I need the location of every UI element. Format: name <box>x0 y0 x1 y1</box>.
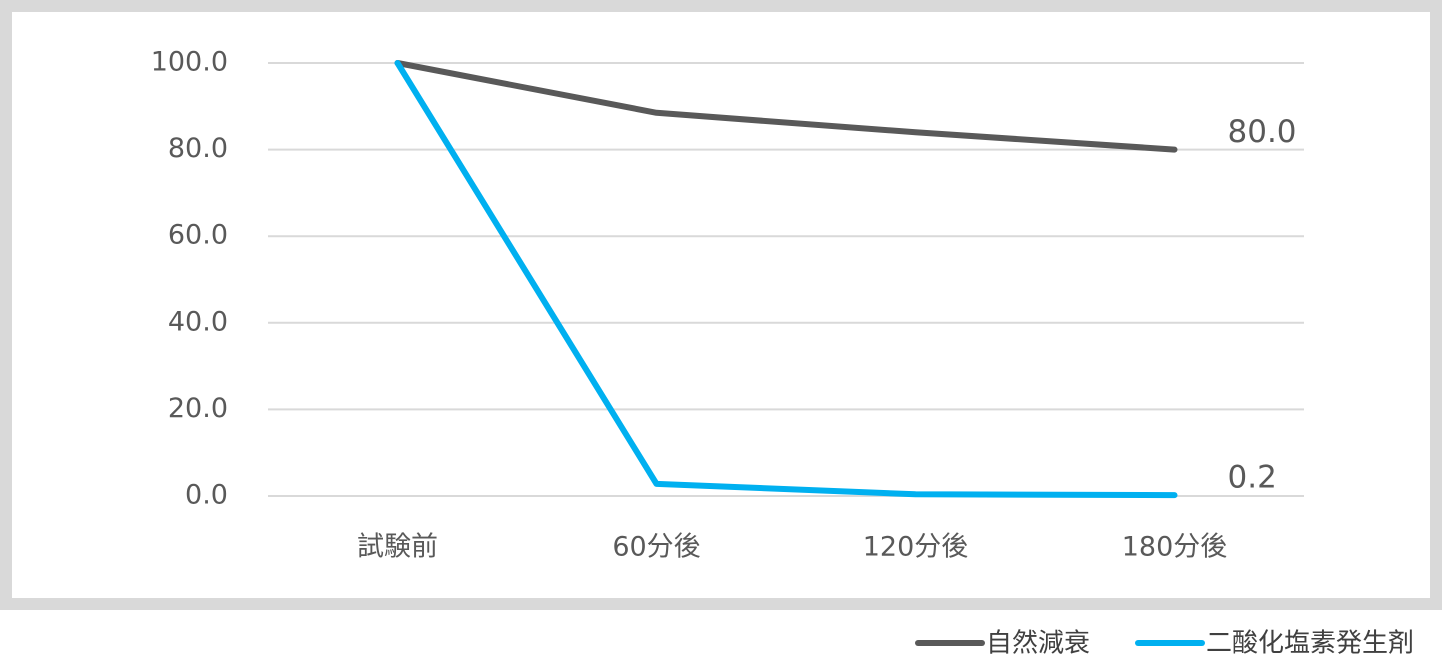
x-tick-label: 120分後 <box>863 532 969 563</box>
series-line <box>394 60 1178 153</box>
y-tick-label: 0.0 <box>185 480 228 511</box>
x-tick-label: 60分後 <box>612 532 700 563</box>
legend-label: 二酸化塩素発生剤 <box>1206 629 1414 658</box>
y-tick-label: 40.0 <box>168 306 228 337</box>
data-label: 0.2 <box>1228 460 1277 496</box>
x-tick-label: 試験前 <box>357 532 438 563</box>
x-tick-label: 180分後 <box>1122 532 1228 563</box>
y-tick-label: 80.0 <box>168 133 228 164</box>
legend-label: 自然減衰 <box>986 629 1090 658</box>
y-tick-label: 20.0 <box>168 393 228 424</box>
plot-background <box>12 12 1430 598</box>
y-tick-label: 100.0 <box>151 47 228 78</box>
series-line <box>394 60 1178 499</box>
y-tick-label: 60.0 <box>168 220 228 251</box>
data-label: 80.0 <box>1228 114 1297 150</box>
